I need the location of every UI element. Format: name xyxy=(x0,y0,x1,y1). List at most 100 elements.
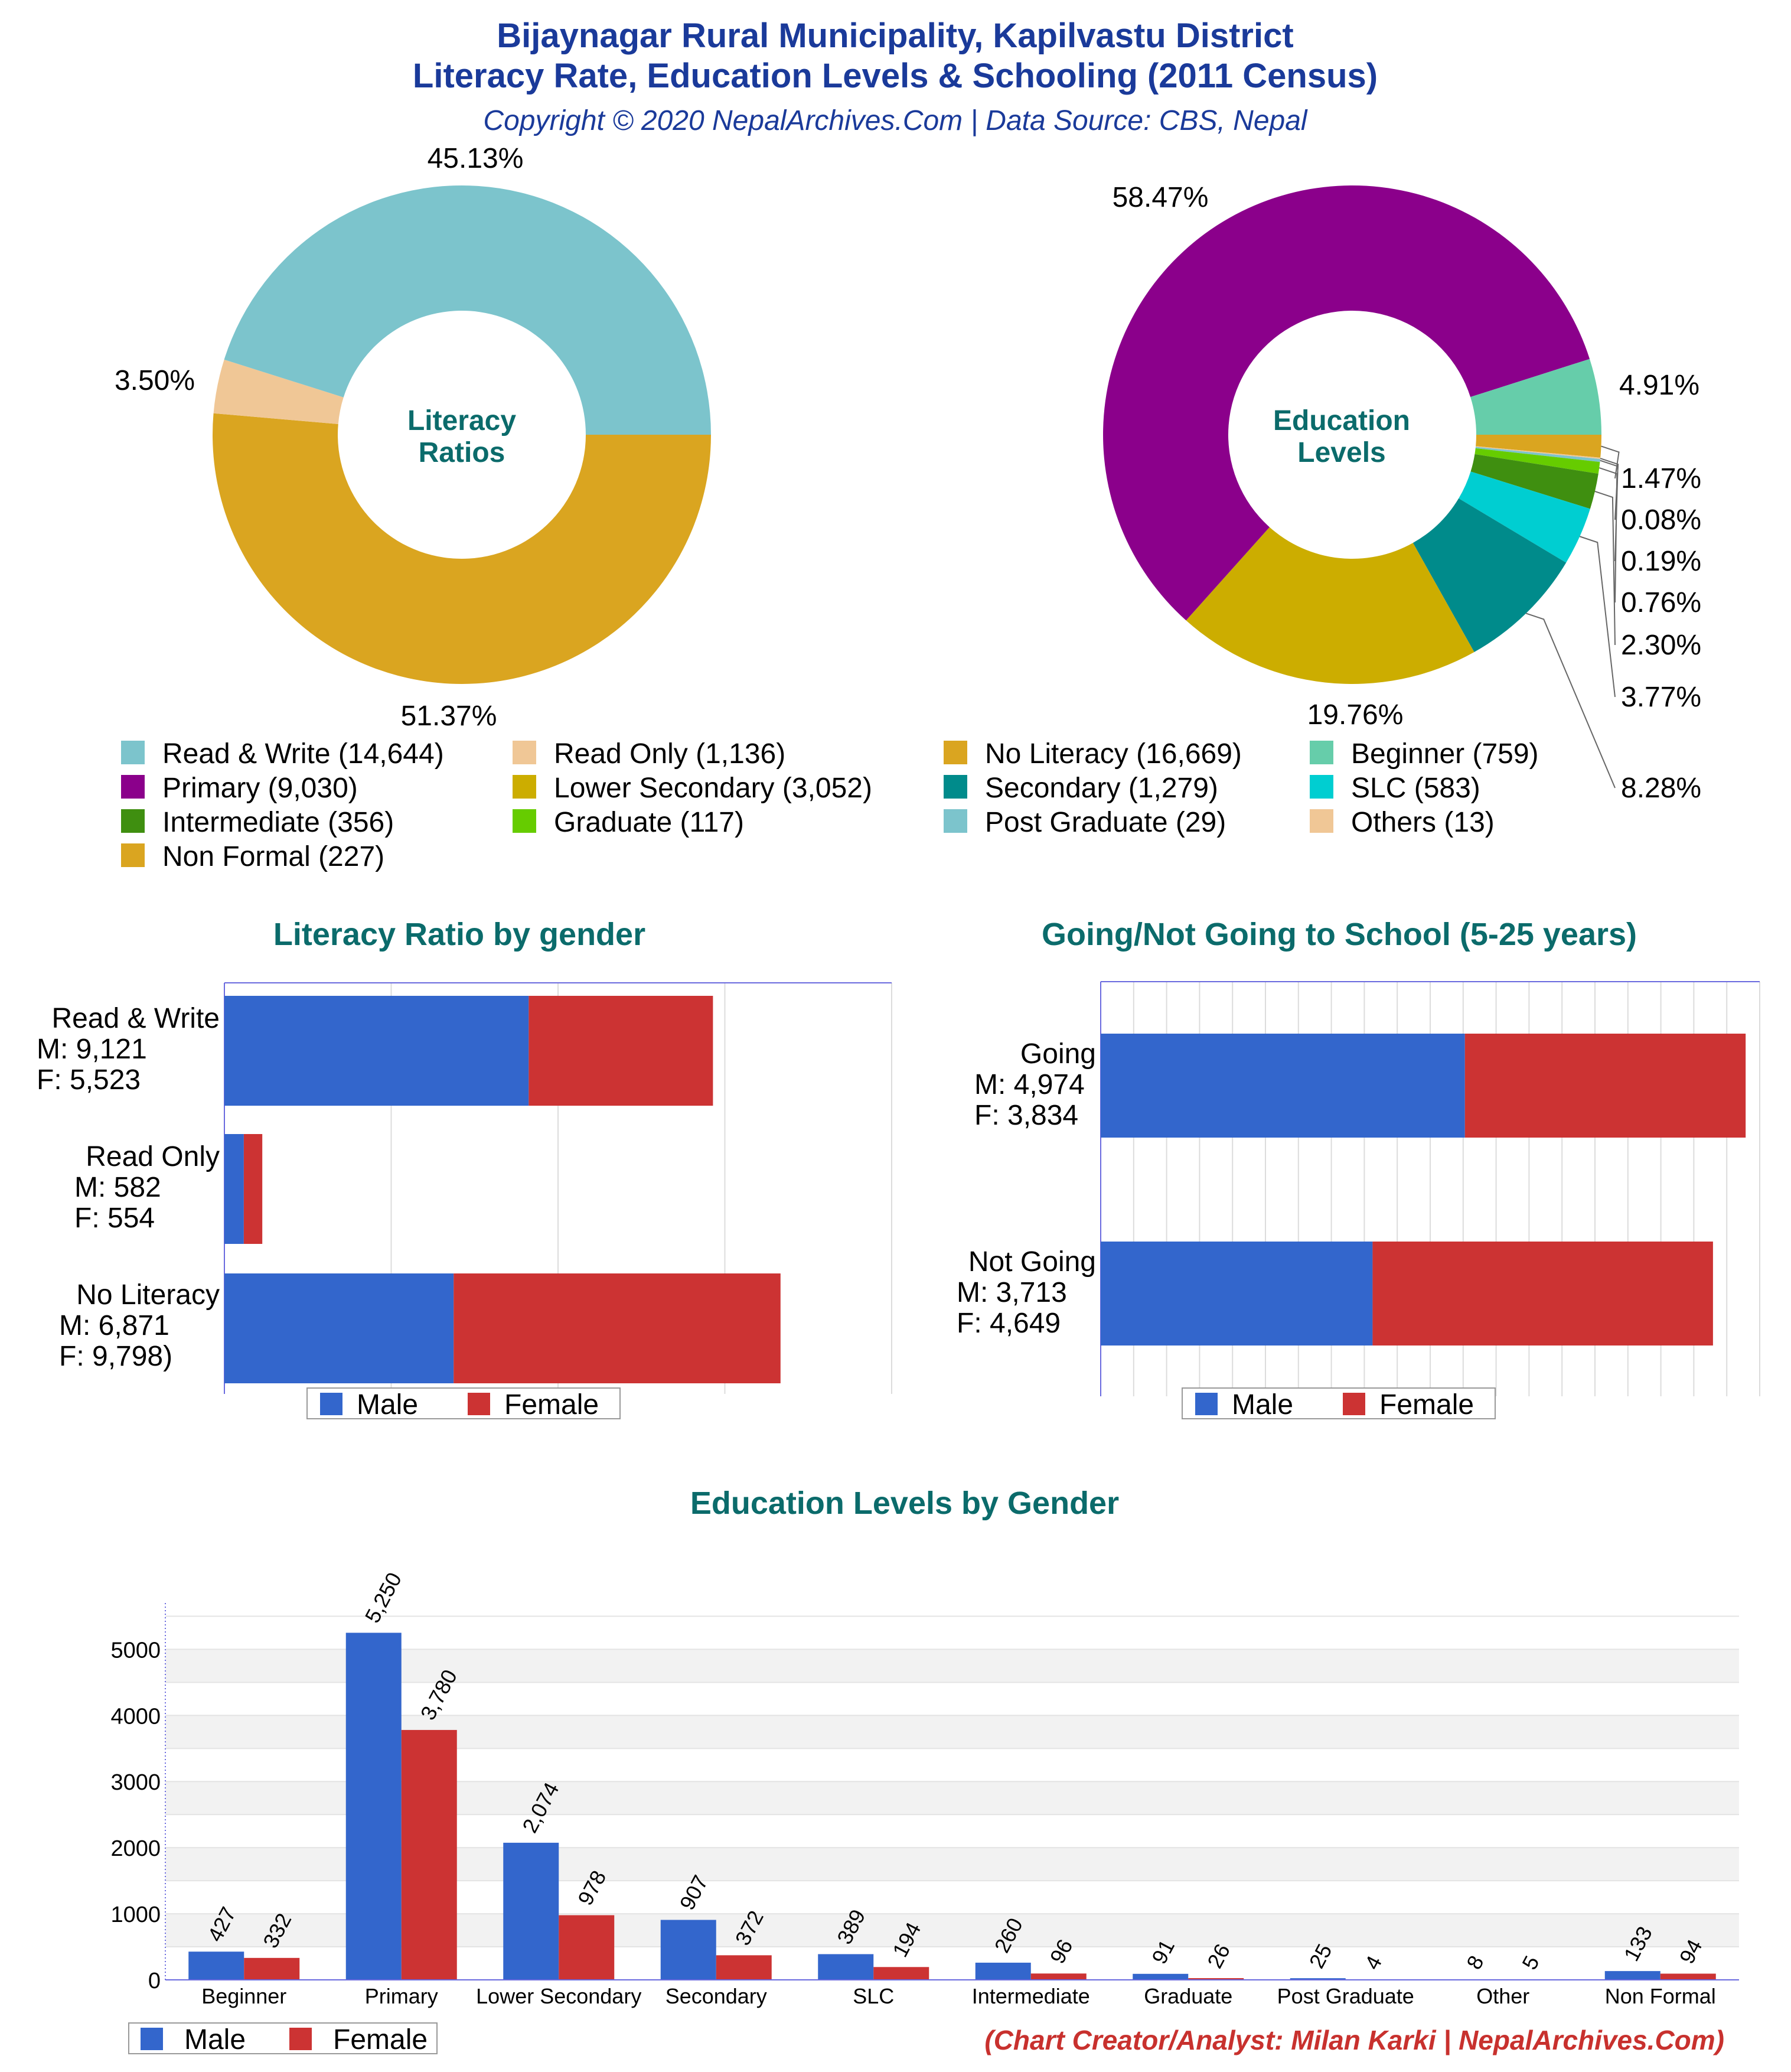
legend-swatch-no-literacy-16-669 xyxy=(944,741,967,764)
bar-lower-secondary-male xyxy=(503,1842,559,1980)
legend-female-label: Female xyxy=(1379,1389,1474,1421)
pct-label-lower-secondary: 19.76% xyxy=(1307,699,1404,731)
bar-graduate-male xyxy=(1133,1973,1189,1980)
bar-graduate-female xyxy=(1188,1978,1244,1980)
education-slice-others xyxy=(1476,446,1601,460)
legend-swatch-post-graduate-29 xyxy=(944,809,967,833)
legend-male-label: Male xyxy=(184,2024,246,2055)
pct-label-others: 0.08% xyxy=(1621,504,1701,536)
bar-going-female xyxy=(1464,1034,1746,1138)
school-going-title: Going/Not Going to School (5-25 years) xyxy=(1042,917,1637,952)
education-slice-secondary xyxy=(1412,498,1567,652)
pct-label-beginner: 4.91% xyxy=(1619,370,1699,401)
pie-legend: Read & Write (14,644) Read Only (1,136) No… xyxy=(121,738,1539,872)
education-slice-slc xyxy=(1459,471,1590,563)
legend-label-read-write-14-644: Read & Write (14,644) xyxy=(162,738,444,770)
x-tick-label-post-graduate: Post Graduate xyxy=(1277,1984,1414,2008)
leader-line-intermediate xyxy=(1594,491,1616,646)
legend-label-read-only-1-136: Read Only (1,136) xyxy=(554,738,785,770)
legend-label-lower-secondary-3-052: Lower Secondary (3,052) xyxy=(554,773,872,804)
category-label-going-1: M: 4,974 xyxy=(974,1069,1085,1100)
legend-female-swatch xyxy=(1343,1393,1365,1415)
category-label-no-literacy-1: M: 6,871 xyxy=(59,1310,169,1341)
y-tick-label: 5000 xyxy=(110,1638,161,1663)
bar-not-going-male xyxy=(1101,1242,1373,1346)
legend-swatch-read-write-14-644 xyxy=(121,741,145,764)
education-slice-beginner xyxy=(1470,359,1601,435)
education-slice-post-graduate xyxy=(1475,447,1600,462)
legend-label-intermediate-356: Intermediate (356) xyxy=(162,807,394,838)
y-tick-label: 3000 xyxy=(110,1770,161,1795)
education-gender-title: Education Levels by Gender xyxy=(690,1485,1119,1521)
bar-post-graduate-male xyxy=(1290,1978,1346,1980)
pct-label-primary: 58.47% xyxy=(1113,182,1209,213)
pct-label-non-formal: 1.47% xyxy=(1621,463,1701,494)
legend-label-non-formal-227: Non Formal (227) xyxy=(162,841,384,872)
bar-read-write-male xyxy=(224,996,529,1106)
literacy-ratios-center-label: Literacy Ratios xyxy=(407,405,516,468)
education-slice-non-formal xyxy=(1476,435,1601,458)
pct-label-no-literacy: 51.37% xyxy=(401,701,497,732)
legend-female-label: Female xyxy=(333,2024,428,2055)
leader-line-graduate xyxy=(1598,467,1618,603)
legend-swatch-read-only-1-136 xyxy=(513,741,536,764)
grid-band xyxy=(165,1616,1739,1650)
category-label-read-only-1: M: 582 xyxy=(74,1172,161,1203)
page-title-line2: Literacy Rate, Education Levels & School… xyxy=(413,57,1378,95)
legend-label-beginner-759: Beginner (759) xyxy=(1351,738,1539,770)
bar-primary-female xyxy=(401,1729,457,1980)
legend-swatch-secondary-1-279 xyxy=(944,775,967,799)
bar-non-formal-male xyxy=(1604,1971,1660,1980)
bar-secondary-female xyxy=(716,1955,772,1980)
x-tick-label-primary: Primary xyxy=(365,1984,438,2008)
category-label-read-write-2: F: 5,523 xyxy=(37,1064,141,1096)
education-slice-primary xyxy=(1103,185,1590,621)
category-label-no-literacy-2: F: 9,798) xyxy=(59,1341,172,1372)
legend-male-swatch xyxy=(320,1393,342,1415)
bar-intermediate-male xyxy=(975,1962,1031,1980)
x-tick-label-graduate: Graduate xyxy=(1144,1984,1232,2008)
bar-intermediate-female xyxy=(1030,1973,1087,1980)
bar-beginner-male xyxy=(188,1952,244,1980)
education-levels-donut: Education Levels 58.47% 4.91% 19.76% 1.47… xyxy=(1103,182,1701,804)
bar-slc-male xyxy=(818,1954,874,1980)
legend-female-swatch xyxy=(468,1393,490,1415)
category-label-not-going-0: Not Going xyxy=(968,1246,1096,1278)
literacy-gender-title: Literacy Ratio by gender xyxy=(273,917,645,952)
pct-label-slc: 3.77% xyxy=(1621,682,1701,713)
legend-box xyxy=(128,2022,438,2054)
legend-male-swatch xyxy=(141,2028,163,2050)
category-label-read-write-0: Read & Write xyxy=(51,1003,220,1034)
legend-male-label: Male xyxy=(1232,1389,1293,1421)
legend-female-label: Female xyxy=(504,1389,599,1421)
literacy-ratios-donut: Literacy Ratios 45.13% 3.50% 51.37% xyxy=(115,143,711,732)
y-tick-label: 0 xyxy=(148,1969,161,1993)
education-levels-center-label: Education Levels xyxy=(1273,405,1410,468)
category-label-read-only-2: F: 554 xyxy=(74,1203,155,1234)
literacy-slice-no-literacy xyxy=(213,413,711,684)
legend-label-others-13: Others (13) xyxy=(1351,807,1495,838)
bar-beginner-female xyxy=(244,1957,300,1980)
x-tick-label-beginner: Beginner xyxy=(201,1984,286,2008)
category-label-going-0: Going xyxy=(1020,1038,1096,1070)
pct-label-intermediate: 2.30% xyxy=(1621,630,1701,661)
bar-non-formal-female xyxy=(1660,1973,1716,1980)
pct-label-read-write: 45.13% xyxy=(428,143,524,174)
category-label-no-literacy-0: No Literacy xyxy=(76,1279,220,1311)
leader-line-slc xyxy=(1579,536,1616,698)
legend-female-swatch xyxy=(289,2028,312,2050)
copyright-line: Copyright © 2020 NepalArchives.Com | Dat… xyxy=(483,105,1307,136)
legend-label-post-graduate-29: Post Graduate (29) xyxy=(985,807,1226,838)
bar-read-write-female xyxy=(529,996,713,1106)
literacy-slice-read-write xyxy=(224,185,711,435)
legend-male-label: Male xyxy=(357,1389,418,1421)
education-slice-intermediate xyxy=(1470,454,1598,509)
legend-swatch-lower-secondary-3-052 xyxy=(513,775,536,799)
leader-line-non-formal xyxy=(1601,445,1620,479)
x-tick-label-lower-secondary: Lower Secondary xyxy=(476,1984,641,2008)
bar-lower-secondary-female xyxy=(559,1915,615,1980)
pct-label-secondary: 8.28% xyxy=(1621,773,1701,804)
bar-primary-male xyxy=(345,1633,402,1980)
category-label-read-only-0: Read Only xyxy=(86,1141,220,1172)
legend-label-primary-9-030: Primary (9,030) xyxy=(162,773,358,804)
